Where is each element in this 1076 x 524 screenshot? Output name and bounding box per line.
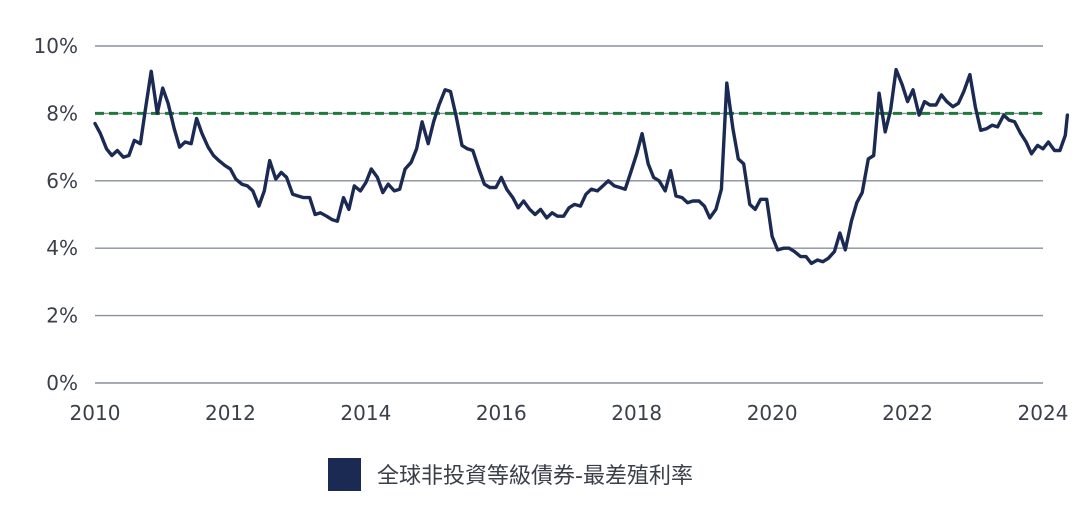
y-tick-label: 2% xyxy=(46,304,78,328)
x-tick-label: 2020 xyxy=(747,401,798,425)
x-tick-label: 2024 xyxy=(1018,401,1069,425)
x-tick-label: 2012 xyxy=(205,401,256,425)
x-tick-label: 2018 xyxy=(611,401,662,425)
x-axis-ticks: 2010 2012 2014 2016 2018 2020 2022 2024 xyxy=(70,401,1069,425)
gridlines xyxy=(95,45,1043,384)
y-tick-label: 6% xyxy=(46,169,78,193)
x-tick-label: 2014 xyxy=(340,401,391,425)
legend: 全球非投資等級債券-最差殖利率 xyxy=(328,456,693,492)
y-tick-label: 4% xyxy=(46,236,78,260)
x-tick-label: 2022 xyxy=(882,401,933,425)
x-tick-label: 2010 xyxy=(70,401,121,425)
y-tick-label: 0% xyxy=(46,371,78,395)
legend-swatch xyxy=(328,457,361,491)
legend-label: 全球非投資等級債券-最差殖利率 xyxy=(377,464,693,489)
y-tick-label: 10% xyxy=(34,34,78,58)
series-line xyxy=(93,67,1070,266)
y-axis-ticks: 0% 2% 4% 6% 8% 10% xyxy=(34,34,78,395)
line-chart: 0%2%4%6%8%10% 2010 2012 2014 2016 2018 2020 20… xyxy=(34,34,1070,425)
x-tick-label: 2016 xyxy=(476,401,527,425)
series-group xyxy=(93,67,1070,266)
y-tick-label: 8% xyxy=(46,101,78,125)
